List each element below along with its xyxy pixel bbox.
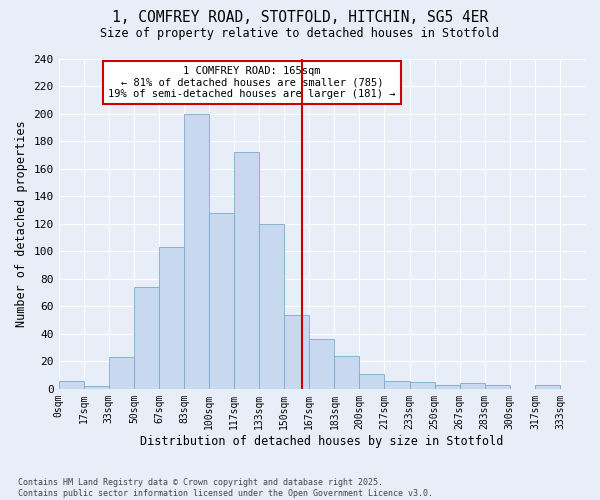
X-axis label: Distribution of detached houses by size in Stotfold: Distribution of detached houses by size … <box>140 434 503 448</box>
Bar <box>134 287 159 389</box>
Bar <box>84 386 109 389</box>
Bar <box>359 374 385 389</box>
Bar <box>334 356 359 389</box>
Text: Size of property relative to detached houses in Stotfold: Size of property relative to detached ho… <box>101 28 499 40</box>
Bar <box>284 314 310 389</box>
Bar <box>234 152 259 389</box>
Bar <box>209 213 234 389</box>
Bar <box>59 380 84 389</box>
Bar <box>159 248 184 389</box>
Bar <box>410 382 434 389</box>
Bar <box>184 114 209 389</box>
Text: Contains HM Land Registry data © Crown copyright and database right 2025.
Contai: Contains HM Land Registry data © Crown c… <box>18 478 433 498</box>
Text: 1 COMFREY ROAD: 165sqm
← 81% of detached houses are smaller (785)
19% of semi-de: 1 COMFREY ROAD: 165sqm ← 81% of detached… <box>108 66 395 99</box>
Bar <box>385 380 410 389</box>
Bar <box>434 384 460 389</box>
Bar <box>259 224 284 389</box>
Bar <box>310 340 334 389</box>
Bar <box>460 384 485 389</box>
Y-axis label: Number of detached properties: Number of detached properties <box>15 120 28 327</box>
Bar <box>485 384 510 389</box>
Bar <box>109 357 134 389</box>
Bar <box>535 384 560 389</box>
Text: 1, COMFREY ROAD, STOTFOLD, HITCHIN, SG5 4ER: 1, COMFREY ROAD, STOTFOLD, HITCHIN, SG5 … <box>112 10 488 25</box>
